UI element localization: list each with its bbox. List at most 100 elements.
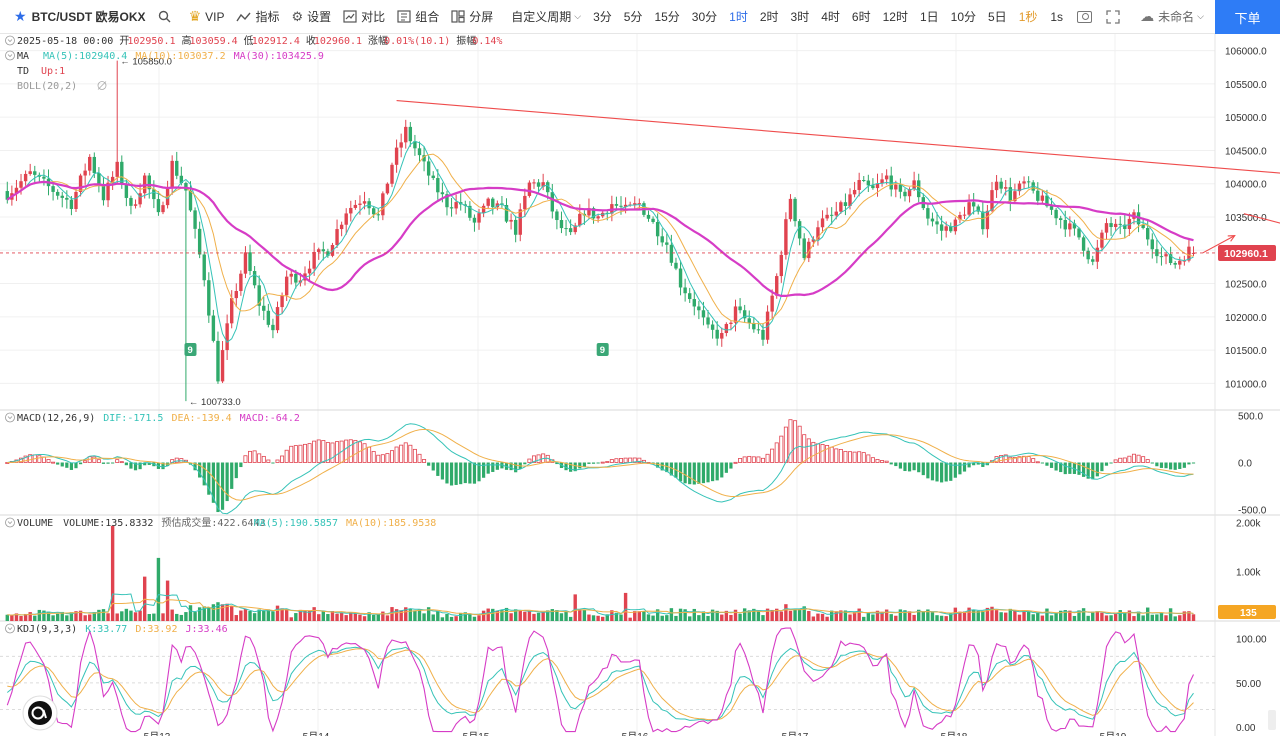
candle-body — [1081, 237, 1086, 251]
custom-period-dropdown[interactable]: 自定义周期 ⌵ — [505, 0, 587, 34]
macd-bar — [1178, 462, 1182, 469]
macd-bar — [482, 462, 486, 478]
candle-body — [660, 236, 664, 243]
td-count-label: 9 — [600, 345, 605, 356]
collapse-toggle-icon[interactable] — [5, 412, 15, 423]
volume-bar — [216, 602, 220, 621]
macd-bar — [403, 442, 408, 463]
volume-bar — [880, 611, 884, 621]
volume-bar — [252, 613, 257, 621]
interval-tab[interactable]: 10分 — [950, 10, 976, 24]
volume-bar — [60, 611, 64, 621]
collapse-toggle-icon[interactable] — [5, 50, 15, 61]
open-label: 开 — [119, 36, 129, 47]
volume-bar — [1100, 612, 1104, 621]
volume-bar — [152, 613, 156, 621]
macd-bar — [711, 462, 715, 482]
candle-body — [110, 176, 115, 183]
price-scale-handle[interactable] — [1268, 710, 1276, 730]
compare-button[interactable]: 对比 — [337, 0, 391, 34]
volume-bar — [321, 611, 326, 621]
interval-tab[interactable]: 6时 — [851, 10, 871, 24]
macd-bar — [207, 462, 211, 495]
volume-bar — [683, 609, 687, 621]
macd-bar — [486, 462, 490, 474]
collapse-toggle-icon[interactable] — [5, 517, 15, 528]
split-screen-button[interactable]: 分屏 — [445, 0, 499, 34]
macd-bar — [119, 461, 124, 464]
symbol-search-button[interactable] — [152, 0, 177, 34]
candle-body — [220, 350, 225, 382]
settings-label: 设置 — [307, 10, 332, 24]
volume-bar — [211, 604, 216, 621]
screenshot-button[interactable] — [1070, 0, 1099, 34]
interval-tab[interactable]: 30分 — [691, 10, 718, 24]
interval-tab[interactable]: 1时 — [729, 10, 748, 24]
macd-bar — [1035, 461, 1040, 464]
price-tick-label: 101500.0 — [1225, 346, 1267, 357]
indicators-button[interactable]: 指标 — [230, 0, 285, 34]
candle-body — [1017, 183, 1022, 192]
interval-tab[interactable]: 3分 — [593, 10, 612, 24]
macd-histogram — [5, 419, 1196, 513]
volume-last-value: 135 — [1240, 608, 1257, 619]
macd-bar — [399, 444, 404, 463]
volume-bar — [582, 609, 587, 621]
macd-bar — [1136, 454, 1141, 463]
interval-tab[interactable]: 5分 — [623, 10, 643, 24]
macd-bar — [440, 462, 444, 480]
interval-tab[interactable]: 5日 — [988, 10, 1007, 24]
candle-body — [156, 199, 161, 213]
combo-button[interactable]: 组合 — [391, 0, 445, 34]
realtime-interval-button[interactable]: 1s — [1043, 0, 1070, 34]
candle-body — [257, 285, 261, 306]
macd-bar — [802, 434, 807, 463]
macd-dea-legend: DEA:-139.4 — [171, 413, 231, 424]
macd-bar — [239, 462, 243, 468]
candle-body — [1187, 246, 1191, 261]
settings-button[interactable]: ⚙ 设置 — [286, 0, 338, 34]
macd-bar — [1150, 462, 1154, 464]
volume-bar — [976, 610, 980, 621]
interval-tab[interactable]: 1秒 — [1018, 10, 1038, 24]
interval-tab[interactable]: 3时 — [790, 10, 810, 24]
interval-tab[interactable]: 4时 — [821, 10, 840, 24]
volume-bar — [1026, 612, 1031, 621]
interval-tab[interactable]: 2时 — [759, 10, 779, 24]
layout-save-button[interactable]: ☁ 未命名 ⌵ — [1133, 0, 1211, 34]
macd-bar — [527, 458, 532, 463]
star-icon[interactable]: ★ — [14, 8, 27, 24]
collapse-toggle-icon[interactable] — [5, 623, 15, 634]
macd-bar — [330, 442, 335, 463]
order-button[interactable]: 下单 — [1215, 0, 1280, 34]
macd-bar — [65, 462, 69, 468]
interval-tab[interactable]: 15分 — [654, 10, 680, 24]
collapse-toggle-icon[interactable] — [5, 35, 15, 46]
macd-bar — [325, 442, 330, 463]
macd-bar — [408, 444, 413, 463]
macd-bar — [1012, 457, 1017, 463]
fullscreen-button[interactable] — [1099, 0, 1127, 34]
volume-bar — [642, 611, 646, 621]
compare-icon — [343, 10, 357, 23]
candle-body — [1091, 259, 1095, 262]
trendline — [1202, 235, 1235, 254]
ma5-legend: MA(5):102940.4 — [43, 51, 127, 62]
candle-body — [1008, 187, 1013, 202]
candle-body — [275, 307, 280, 331]
chart-area[interactable]: 106000.0 105500.0 105000.0 104500.0 104000.0… — [0, 34, 1280, 736]
macd-bar — [953, 462, 957, 478]
symbol-selector[interactable]: ★ BTC/USDT 欧易OKX — [0, 0, 152, 34]
interval-tab[interactable]: 12时 — [882, 10, 908, 24]
candle-body — [871, 185, 875, 189]
macd-bar — [417, 453, 422, 463]
candle-body — [83, 170, 87, 176]
macd-bar — [216, 462, 220, 513]
interval-tab[interactable]: 1日 — [919, 10, 939, 24]
eye-hidden-icon[interactable] — [97, 81, 107, 90]
volume-bar — [1049, 615, 1054, 621]
volume-bar — [513, 609, 518, 621]
eye-hidden-slash — [97, 81, 107, 90]
vip-button[interactable]: ♛ VIP — [183, 0, 231, 34]
expand-icon — [1106, 9, 1120, 24]
